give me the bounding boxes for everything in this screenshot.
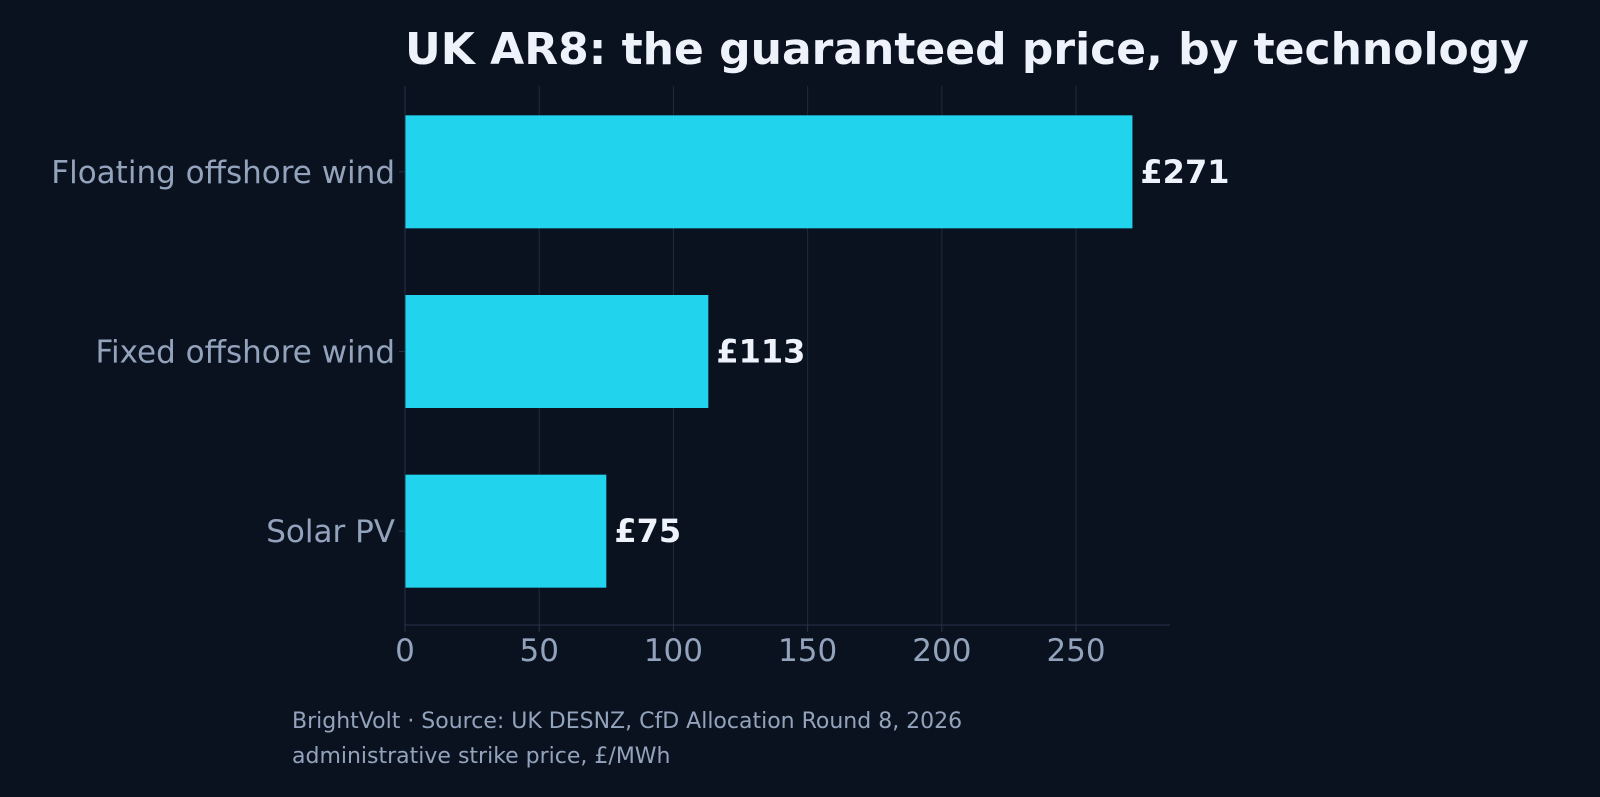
x-tick-label-250: 250 bbox=[1046, 633, 1105, 669]
value-label-floating-offshore-wind: £271 bbox=[1140, 153, 1229, 191]
bar-floating-offshore-wind bbox=[405, 115, 1133, 229]
value-label-fixed-offshore-wind: £113 bbox=[716, 333, 805, 371]
bar-fixed-offshore-wind bbox=[405, 295, 709, 408]
category-label-solar-pv: Solar PV bbox=[266, 514, 395, 550]
category-label-fixed-offshore-wind: Fixed offshore wind bbox=[95, 335, 395, 371]
bar-solar-pv bbox=[405, 474, 607, 588]
chart-title: UK AR8: the guaranteed price, by technol… bbox=[405, 24, 1529, 75]
x-tick-label-50: 50 bbox=[519, 633, 558, 669]
x-tick-label-150: 150 bbox=[778, 633, 837, 669]
x-tick-label-100: 100 bbox=[644, 633, 703, 669]
value-label-solar-pv: £75 bbox=[614, 512, 681, 550]
x-tick-label-0: 0 bbox=[395, 633, 415, 669]
chart-footer: BrightVolt · Source: UK DESNZ, CfD Alloc… bbox=[292, 704, 962, 774]
axes: 0 50 100 150 200 250 Floating offshore wind Fix… bbox=[51, 86, 1170, 669]
footer-units: administrative strike price, £/MWh bbox=[292, 744, 671, 769]
category-label-floating-offshore-wind: Floating offshore wind bbox=[51, 155, 395, 191]
bars: £271 £113 £75 bbox=[405, 115, 1229, 588]
x-tick-label-200: 200 bbox=[912, 633, 971, 669]
footer-source: BrightVolt · Source: UK DESNZ, CfD Alloc… bbox=[292, 709, 963, 734]
